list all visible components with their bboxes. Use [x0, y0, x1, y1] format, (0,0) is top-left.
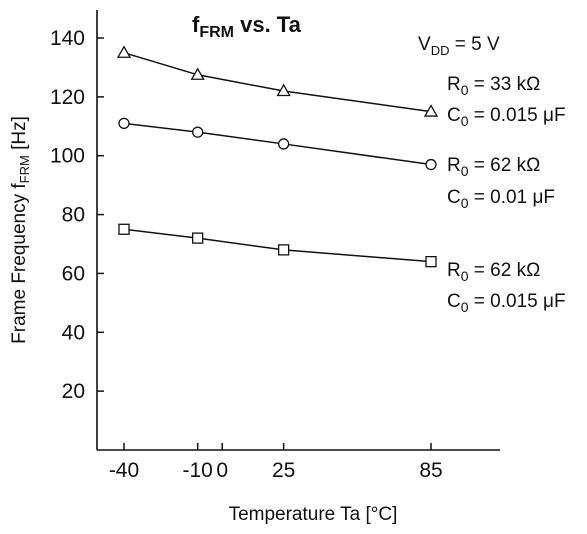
series-3-r-main: R [447, 260, 461, 281]
y-tick-label: 80 [62, 204, 85, 227]
series-2-r-sub: 0 [461, 163, 469, 179]
series-1-r-sub: 0 [461, 82, 469, 98]
series-1-c-rest: = 0.015 μF [469, 105, 566, 126]
y-axis-label-rest: [Hz] [9, 116, 30, 155]
triangle-marker [116, 45, 132, 58]
series-2-c-sub: 0 [461, 195, 469, 211]
y-tick-label: 120 [50, 86, 85, 109]
series-3-r-label: R0 = 62 kΩ [447, 260, 540, 284]
x-tick-label: 85 [419, 459, 442, 482]
series-3-line [123, 228, 432, 263]
y-tick-label: 20 [62, 380, 85, 403]
y-tick-label: 100 [50, 145, 85, 168]
x-tick-label: 25 [272, 459, 295, 482]
y-tick-label: 40 [62, 321, 85, 344]
circle-marker [118, 117, 130, 129]
x-ticks: -40 -10 0 25 85 [109, 443, 443, 482]
triangle-marker [423, 104, 439, 117]
series-2-r-label: R0 = 62 kΩ [447, 155, 540, 179]
y-axis-label-main: Frame Frequency f [9, 183, 30, 344]
series-2-r-rest: = 62 kΩ [469, 155, 541, 176]
square-marker [192, 232, 204, 244]
series-3-r-sub: 0 [461, 268, 469, 284]
triangle-marker [276, 83, 291, 97]
series-layer [116, 45, 439, 268]
chart-title: fFRM vs. Ta [192, 12, 302, 41]
series-2-r-main: R [447, 155, 461, 176]
square-marker [425, 256, 437, 268]
x-axis-label: Temperature Ta [°C] [229, 504, 398, 525]
vdd-label: VDD = 5 V [418, 34, 500, 58]
y-ticks: 20 40 60 80 100 120 140 [50, 27, 104, 403]
vdd-subscript: DD [431, 43, 450, 58]
series-3-c-label: C0 = 0.015 μF [447, 291, 566, 315]
circle-marker [425, 158, 437, 171]
x-tick-label: -40 [109, 459, 139, 482]
series-2-line [123, 122, 432, 166]
series-1-c-label: C0 = 0.015 μF [447, 105, 566, 129]
series-2-c-main: C [447, 187, 461, 208]
y-axis-label-sub: FRM [17, 155, 32, 183]
vdd-rest: = 5 V [449, 34, 499, 55]
series-3-c-rest: = 0.015 μF [469, 291, 566, 312]
series-3-c-main: C [447, 291, 461, 312]
series-1-c-sub: 0 [461, 113, 469, 129]
y-axis-label: Frame Frequency fFRM [Hz] [9, 116, 32, 344]
y-tick-label: 60 [62, 262, 85, 285]
title-subscript: FRM [199, 24, 234, 41]
square-marker [118, 223, 130, 235]
title-main: f [192, 12, 200, 37]
series-3-c-sub: 0 [461, 299, 469, 315]
square-marker [277, 244, 290, 256]
y-tick-label: 140 [50, 27, 85, 50]
series-2-c-label: C0 = 0.01 μF [447, 187, 555, 211]
triangle-marker [190, 67, 205, 80]
series-1-c-main: C [447, 105, 461, 126]
series-1-r-rest: = 33 kΩ [469, 74, 541, 95]
series-1-r-label: R0 = 33 kΩ [447, 74, 540, 98]
series-3-r-rest: = 62 kΩ [469, 260, 541, 281]
circle-marker [192, 126, 204, 138]
title-rest: vs. Ta [234, 12, 302, 37]
series-2-c-rest: = 0.01 μF [469, 187, 555, 208]
circle-marker [277, 138, 290, 150]
x-tick-label: -10 [183, 459, 213, 482]
series-1-line [123, 51, 432, 113]
x-tick-label: 0 [216, 459, 228, 482]
series-1-r-main: R [447, 74, 461, 95]
vdd-main: V [418, 34, 431, 55]
